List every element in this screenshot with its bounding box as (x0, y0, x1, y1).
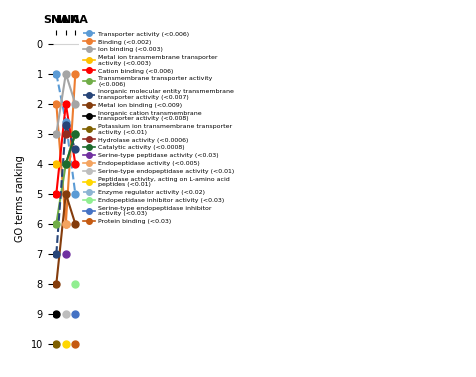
Legend: Transporter activity (<0.006), Binding (<0.002), Ion binding (<0.003), Metal ion: Transporter activity (<0.006), Binding (… (82, 31, 234, 224)
Y-axis label: GO terms ranking: GO terms ranking (15, 155, 25, 242)
